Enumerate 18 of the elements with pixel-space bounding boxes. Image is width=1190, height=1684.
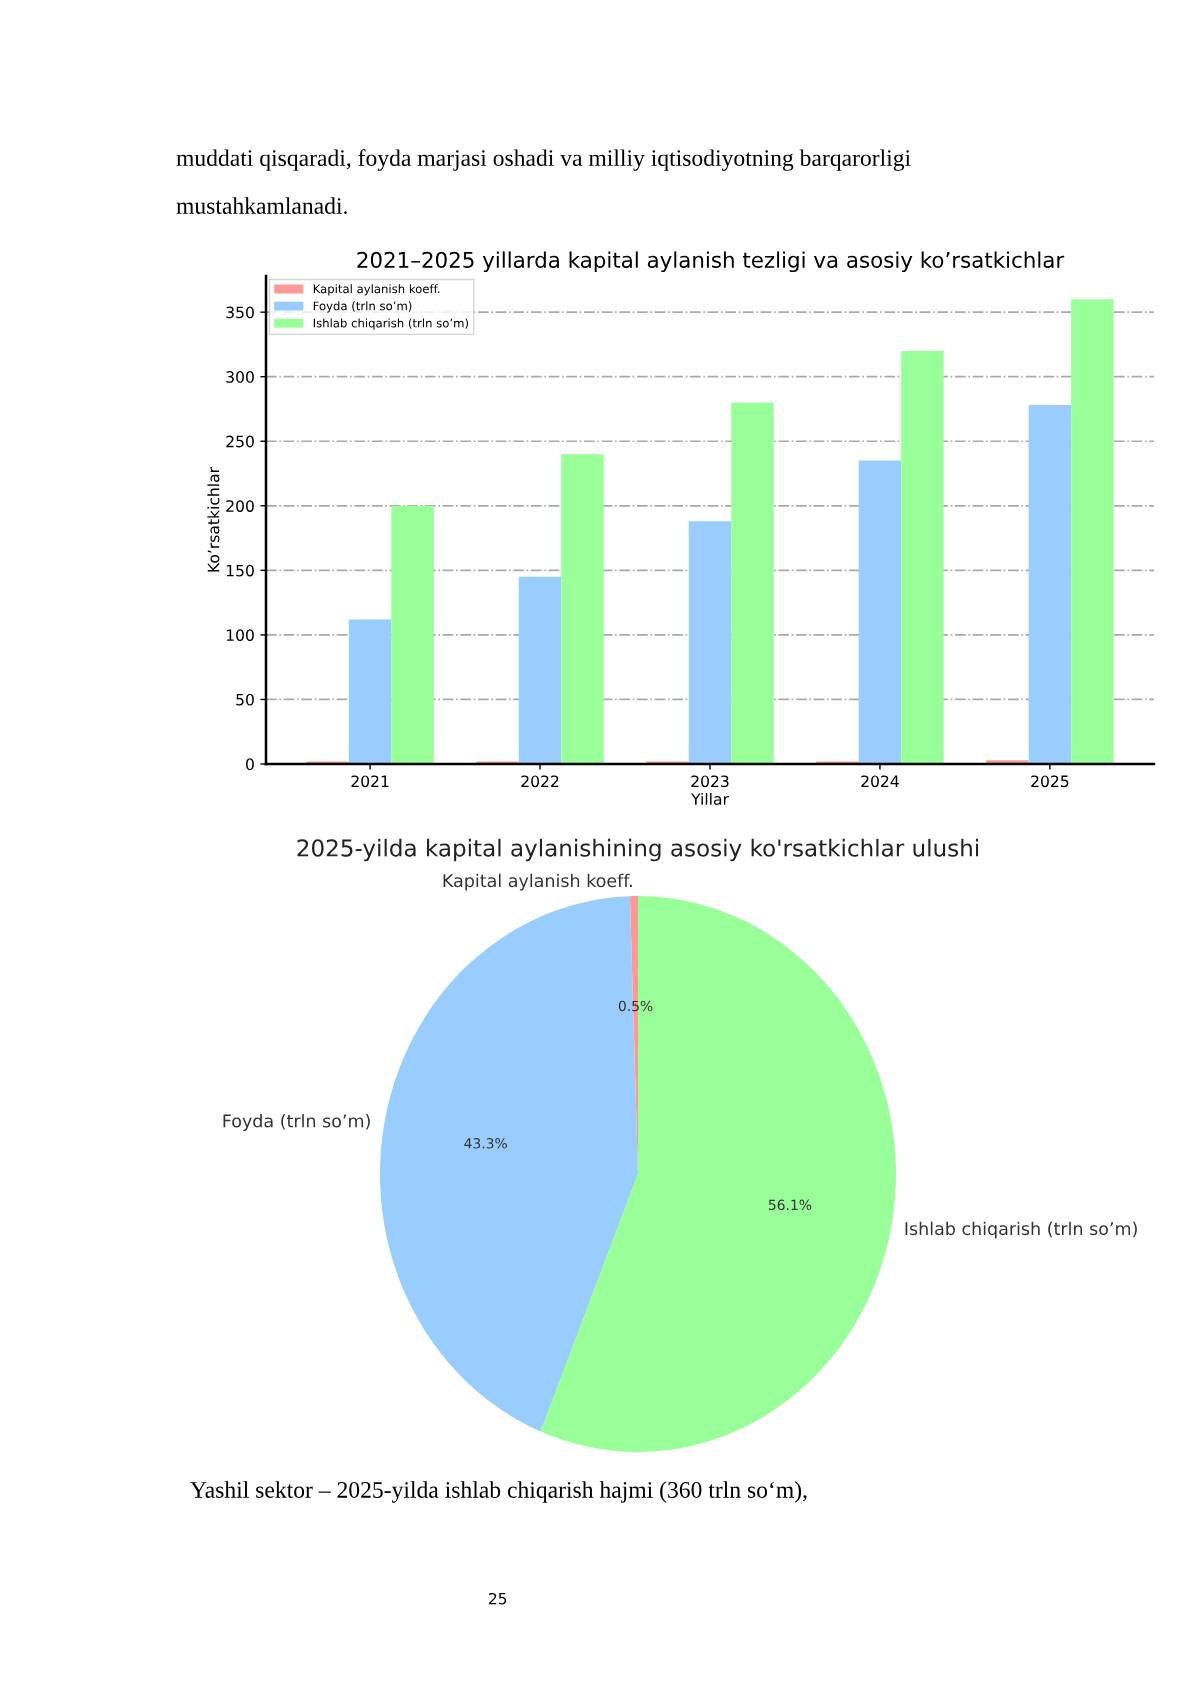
text: mustahkamlanadi. — [176, 197, 347, 215]
chart-title: 2021–2025 yillarda kapital aylanish tezligi va asosiy ko’rsatkichlar — [357, 251, 1065, 273]
bar — [518, 576, 562, 764]
bar — [858, 460, 902, 764]
chart-title: 2025-yilda kapital aylanishining asosiy ko'rsatkichlar ulushi — [297, 838, 979, 862]
bar — [561, 454, 604, 764]
bar — [731, 402, 774, 764]
bar — [901, 350, 944, 764]
text: muddati qisqaradi, foyda marjasi oshadi va milliy iqtisodiyotning barqarorligi — [176, 149, 911, 171]
bar — [1028, 405, 1072, 764]
text: Yashil sektor – 2025-yilda ishlab chiqarish hajmi (360 trln so‘m), — [190, 1481, 807, 1503]
slice-label: Foyda (trln so’m) — [223, 1113, 370, 1131]
bar — [391, 505, 434, 764]
slice-label: Ishlab chiqarish (trln so’m) — [905, 1221, 1137, 1239]
bar — [1071, 299, 1114, 764]
slice-label: Kapital aylanish koeff. — [443, 873, 632, 891]
bar — [348, 619, 392, 764]
bar — [688, 521, 732, 764]
